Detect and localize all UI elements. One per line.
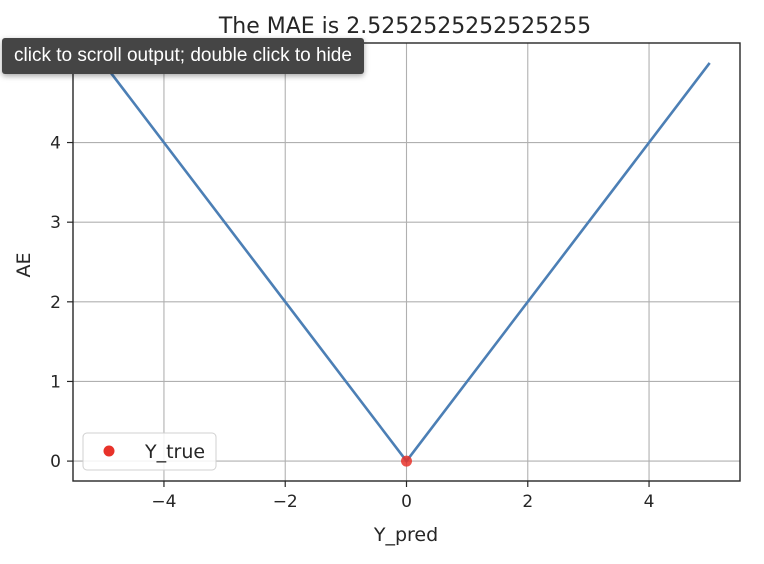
y-true-point	[401, 455, 412, 467]
legend-marker	[103, 445, 115, 457]
x-tick-label: −4	[151, 492, 176, 512]
y-tick-label: 1	[50, 372, 61, 392]
legend: Y_true	[82, 432, 217, 471]
x-tick-label: −2	[273, 492, 298, 512]
ticks: −4 −2 0 2 4 0 1 2 3 4	[50, 134, 654, 512]
series-layer	[102, 62, 711, 467]
y-axis-label: AE	[13, 252, 35, 277]
legend-box	[82, 432, 217, 471]
x-tick-label: 4	[644, 492, 655, 512]
x-axis-label: Y_pred	[373, 524, 438, 546]
y-tick-label: 0	[50, 452, 61, 472]
x-tick-label: 0	[401, 492, 412, 512]
output-scroll-tooltip[interactable]: click to scroll output; double click to …	[2, 38, 364, 74]
y-tick-label: 4	[50, 134, 61, 154]
grid	[73, 43, 740, 481]
chart-title: The MAE is 2.5252525252525255	[218, 14, 591, 39]
legend-label: Y_true	[144, 441, 205, 463]
x-tick-label: 2	[522, 492, 533, 512]
y-tick-label: 2	[50, 293, 61, 313]
y-tick-label: 3	[50, 213, 61, 233]
